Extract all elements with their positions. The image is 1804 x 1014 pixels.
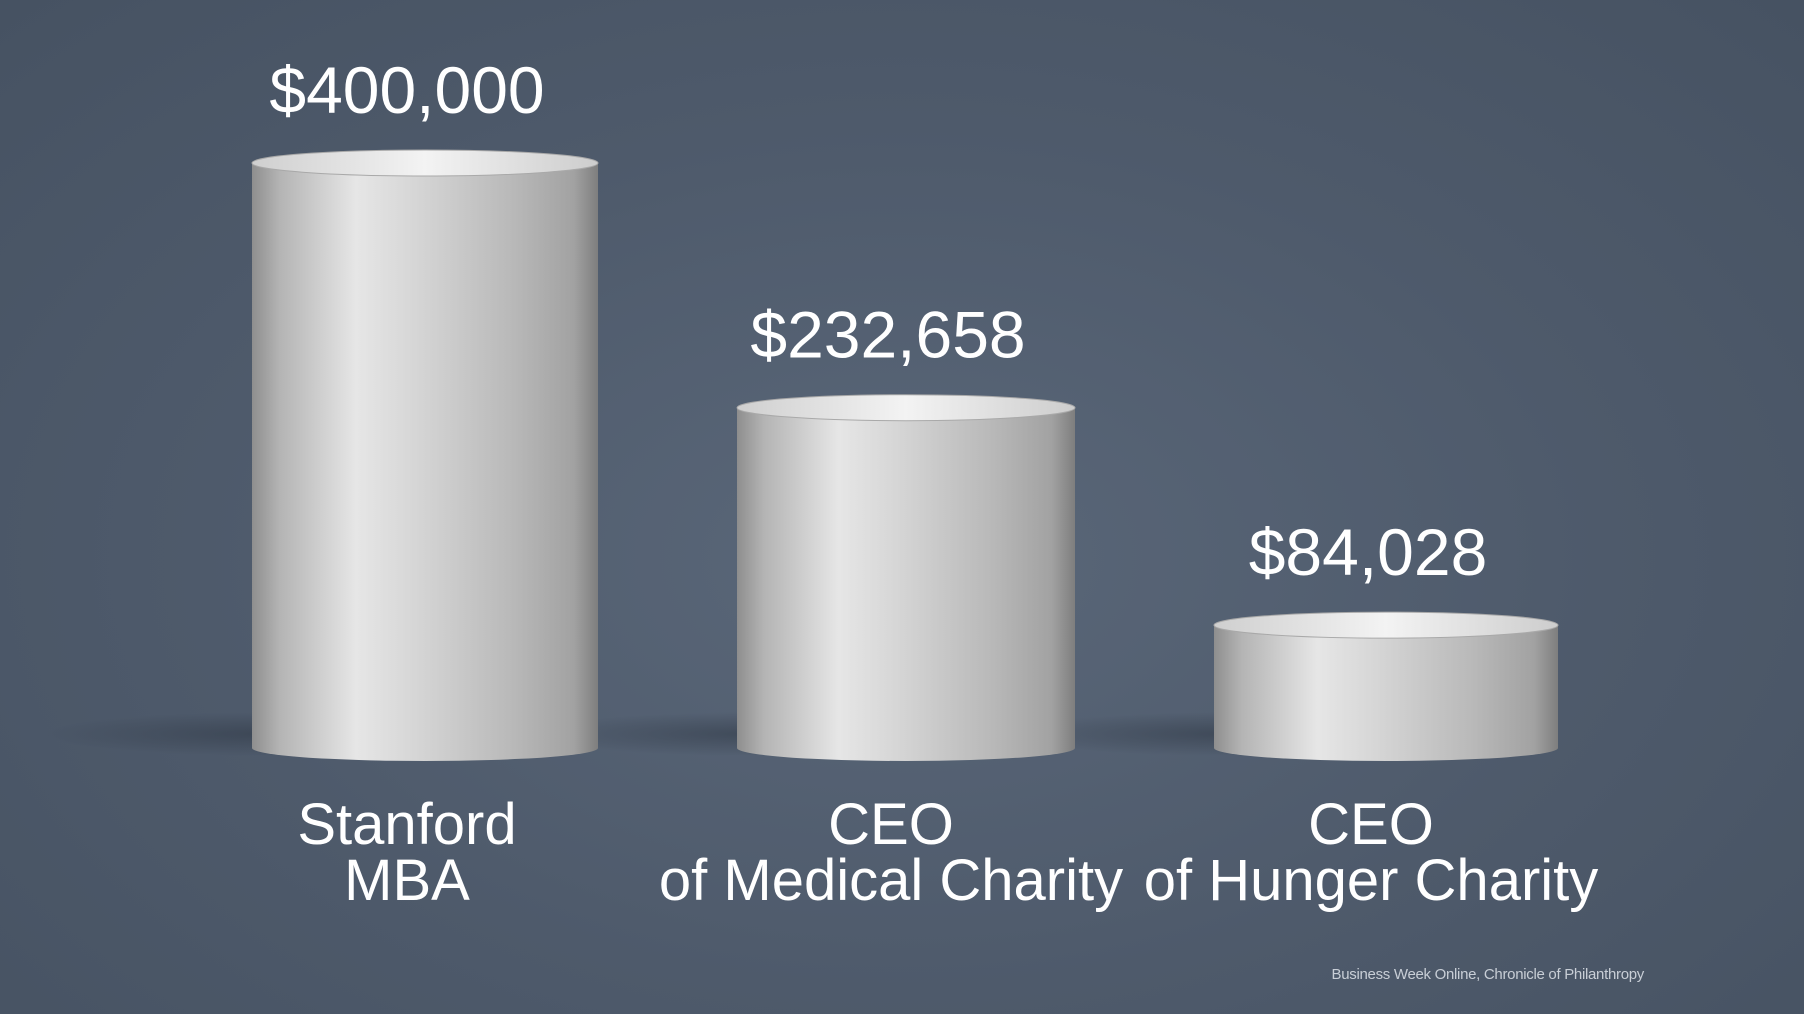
bar-top-1 bbox=[251, 149, 599, 177]
value-label-3: $84,028 bbox=[1249, 515, 1488, 589]
source-credit: Business Week Online, Chronicle of Phila… bbox=[1331, 966, 1645, 983]
bar-3 bbox=[1214, 625, 1558, 761]
category-label-2-line-2: of Medical Charity bbox=[659, 848, 1123, 913]
category-label-2-line-1: CEO bbox=[828, 792, 954, 857]
value-label-1: $400,000 bbox=[269, 53, 544, 127]
bar-top-2 bbox=[736, 394, 1076, 422]
category-label-3-line-2: of Hunger Charity bbox=[1144, 848, 1599, 913]
category-label-1-line-1: Stanford bbox=[297, 792, 516, 857]
value-label-2: $232,658 bbox=[750, 298, 1025, 372]
bar-1 bbox=[252, 163, 598, 761]
bar-top-3 bbox=[1213, 611, 1559, 639]
category-label-1-line-2: MBA bbox=[344, 848, 470, 913]
category-label-3-line-1: CEO bbox=[1308, 792, 1434, 857]
bar-2 bbox=[737, 407, 1075, 761]
